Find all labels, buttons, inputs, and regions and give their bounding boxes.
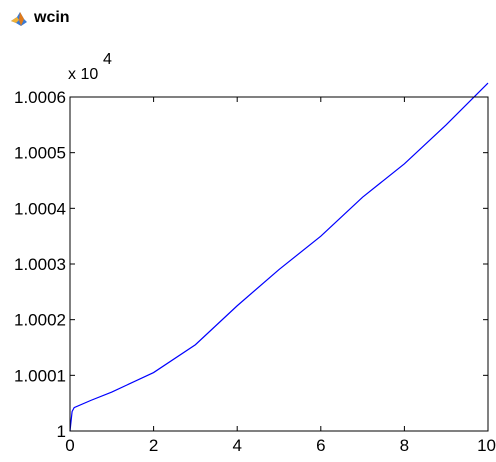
- x-tick-label: 10: [477, 436, 496, 455]
- window-title: wcin: [34, 9, 70, 26]
- y-tick-label: 1.0003: [14, 255, 66, 274]
- y-multiplier-base: x 10: [68, 66, 98, 83]
- series-layer: [69, 82, 489, 432]
- x-tick-label: 2: [149, 436, 158, 455]
- series-line-0: [69, 82, 489, 432]
- y-tick-label: 1.0004: [14, 199, 66, 218]
- matlab-figure-icon: [11, 12, 27, 26]
- y-tick-label: 1.0006: [14, 88, 66, 107]
- x-tick-label: 8: [400, 436, 409, 455]
- y-tick-label: 1.0002: [14, 311, 66, 330]
- x-axis-ticks: 0 2 4 6 8 10: [65, 97, 496, 455]
- y-tick-label: 1.0001: [14, 366, 66, 385]
- x-tick-label: 6: [316, 436, 325, 455]
- x-tick-label: 4: [232, 436, 241, 455]
- y-tick-label: 1.0005: [14, 144, 66, 163]
- plot-area: [70, 97, 488, 431]
- axes-box: [69, 96, 489, 432]
- x-tick-label: 0: [65, 436, 74, 455]
- y-axis-ticks: 1 1.0001 1.0002 1.0003 1.0004 1.0005 1.0006: [14, 88, 488, 441]
- y-tick-label: 1: [57, 422, 66, 441]
- window-titlebar: wcin: [0, 0, 496, 36]
- y-multiplier-exponent: 4: [103, 51, 112, 68]
